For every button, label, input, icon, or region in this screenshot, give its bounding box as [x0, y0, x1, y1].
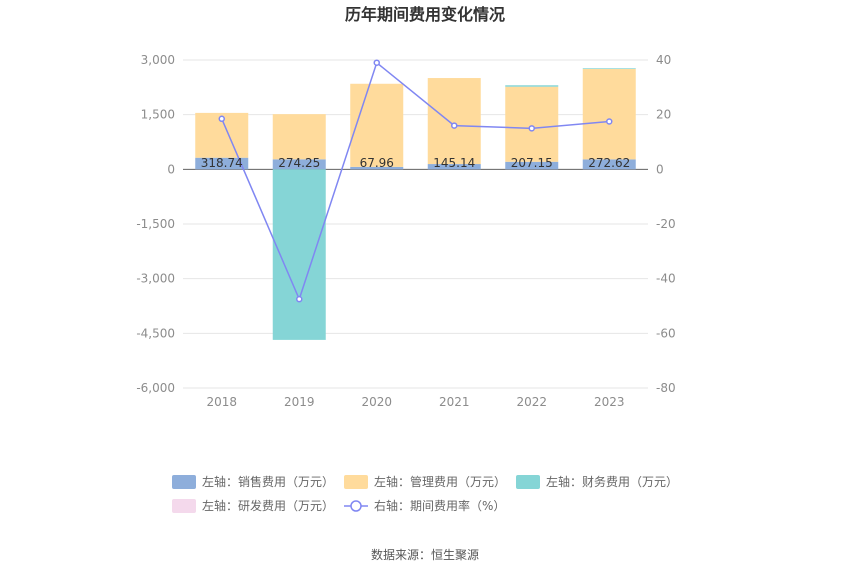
left-axis-ticks: 3,000 1,500 0 -1,500 -3,000 -4,500 -6,000 [136, 53, 175, 395]
left-tick-label: 0 [167, 162, 175, 176]
legend-label: 左轴：销售费用（万元） [202, 474, 334, 489]
legend-swatch [172, 499, 196, 513]
x-tick-label: 2022 [516, 395, 547, 409]
rate-line [221, 61, 610, 302]
x-tick-label: 2019 [284, 395, 315, 409]
rate-point [218, 115, 225, 123]
data-label: 274.25 [278, 156, 320, 170]
data-labels: 318.74 274.25 67.96 145.14 207.15 272.62 [201, 156, 631, 170]
bar [505, 85, 559, 87]
legend-swatch [172, 475, 196, 489]
right-tick-label: -40 [656, 272, 676, 286]
bar [505, 161, 559, 170]
source-note: 数据来源：恒生聚源 [371, 547, 479, 562]
legend-swatch [516, 475, 540, 489]
data-label: 67.96 [360, 156, 394, 170]
right-tick-label: 0 [656, 162, 664, 176]
bar [272, 159, 326, 170]
right-tick-label: -80 [656, 381, 676, 395]
left-tick-label: -3,000 [136, 272, 175, 286]
bar [582, 69, 636, 160]
left-tick-label: -6,000 [136, 381, 175, 395]
rate-point [296, 295, 303, 303]
legend-label: 左轴：管理费用（万元） [374, 474, 506, 489]
bar [350, 166, 404, 170]
legend-label: 右轴：期间费用率（%） [374, 498, 505, 513]
left-tick-label: 3,000 [141, 53, 175, 67]
right-axis-ticks: 40 20 0 -20 -40 -60 -80 [656, 53, 676, 395]
left-tick-label: 1,500 [141, 108, 175, 122]
rate-point [528, 125, 535, 132]
x-tick-label: 2023 [594, 395, 625, 409]
right-tick-label: 40 [656, 53, 671, 67]
legend-label: 左轴：财务费用（万元） [546, 474, 678, 489]
bar-series [195, 68, 636, 340]
bar [582, 159, 636, 170]
left-tick-label: -4,500 [136, 326, 175, 340]
bar [427, 164, 481, 170]
data-label: 272.62 [588, 156, 630, 170]
legend: 左轴：销售费用（万元） 左轴：管理费用（万元） 左轴：财务费用（万元） 左轴：研发费用… [172, 474, 678, 513]
bar [427, 78, 481, 165]
data-label: 207.15 [511, 156, 553, 170]
bar [195, 157, 249, 170]
grid-lines [183, 59, 648, 389]
x-tick-label: 2021 [439, 395, 470, 409]
left-tick-label: -1,500 [136, 217, 175, 231]
line-series [218, 59, 613, 303]
bar [350, 83, 404, 167]
right-tick-label: 20 [656, 108, 671, 122]
rate-point [606, 118, 613, 125]
right-tick-label: -60 [656, 326, 676, 340]
data-label: 318.74 [201, 156, 243, 170]
legend-swatch [344, 475, 368, 489]
rate-point [451, 122, 458, 129]
data-label: 145.14 [433, 156, 475, 170]
bar [272, 169, 326, 340]
x-tick-label: 2020 [361, 395, 392, 409]
chart-title: 历年期间费用变化情况 [345, 5, 505, 24]
x-tick-label: 2018 [206, 395, 237, 409]
legend-label: 左轴：研发费用（万元） [202, 498, 334, 513]
legend-marker [350, 500, 362, 512]
right-tick-label: -20 [656, 217, 676, 231]
bar [272, 114, 326, 160]
bar [505, 86, 559, 162]
bar [582, 68, 636, 70]
rate-point [373, 59, 380, 66]
x-axis-ticks: 2018 2019 2020 2021 2022 2023 [206, 395, 624, 409]
